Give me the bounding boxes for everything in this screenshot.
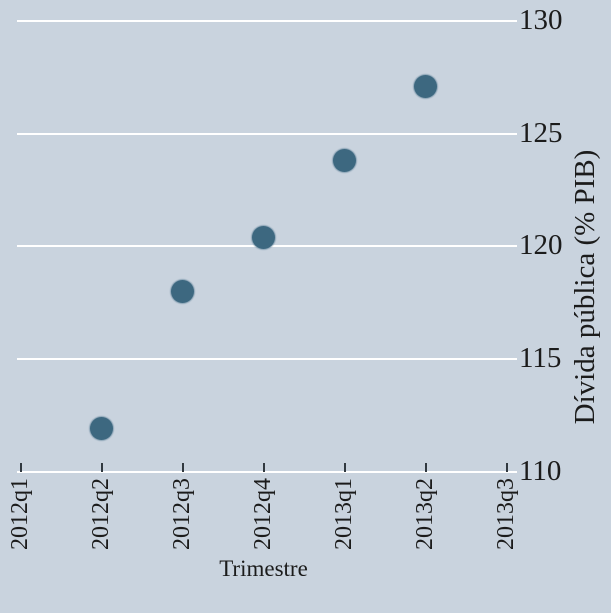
- x-axis-line: [17, 470, 517, 473]
- x-tick-label: 2012q3: [169, 478, 195, 550]
- x-axis-title: Trimestre: [219, 556, 308, 581]
- y-tick-label: 115: [519, 341, 562, 374]
- y-axis-title: Dívida pública (% PIB): [569, 149, 601, 425]
- data-point-marker: [252, 225, 275, 249]
- data-point-marker: [171, 279, 194, 303]
- x-tick-label: 2012q4: [250, 478, 276, 550]
- data-point-marker: [90, 417, 113, 441]
- data-point-marker: [333, 149, 356, 173]
- x-tick-mark: [343, 463, 346, 472]
- y-gridline: [17, 20, 517, 22]
- x-tick-label: 2013q3: [493, 478, 519, 550]
- y-gridline: [17, 357, 517, 360]
- x-tick-label: 2012q1: [7, 478, 33, 550]
- data-point-marker: [414, 74, 437, 98]
- x-tick-mark: [100, 463, 103, 472]
- y-tick-label: 130: [519, 3, 563, 36]
- y-tick-label: 125: [519, 116, 563, 149]
- x-tick-mark: [424, 463, 427, 472]
- x-tick-label: 2013q2: [412, 478, 438, 550]
- x-tick-mark: [505, 463, 508, 472]
- x-tick-mark: [19, 463, 22, 472]
- x-tick-label: 2013q1: [331, 478, 357, 550]
- x-tick-mark: [181, 463, 184, 472]
- y-tick-label: 110: [519, 454, 562, 487]
- x-tick-label: 2012q2: [88, 478, 114, 550]
- y-gridline: [17, 132, 517, 135]
- y-tick-label: 120: [519, 229, 563, 262]
- x-tick-mark: [262, 463, 265, 472]
